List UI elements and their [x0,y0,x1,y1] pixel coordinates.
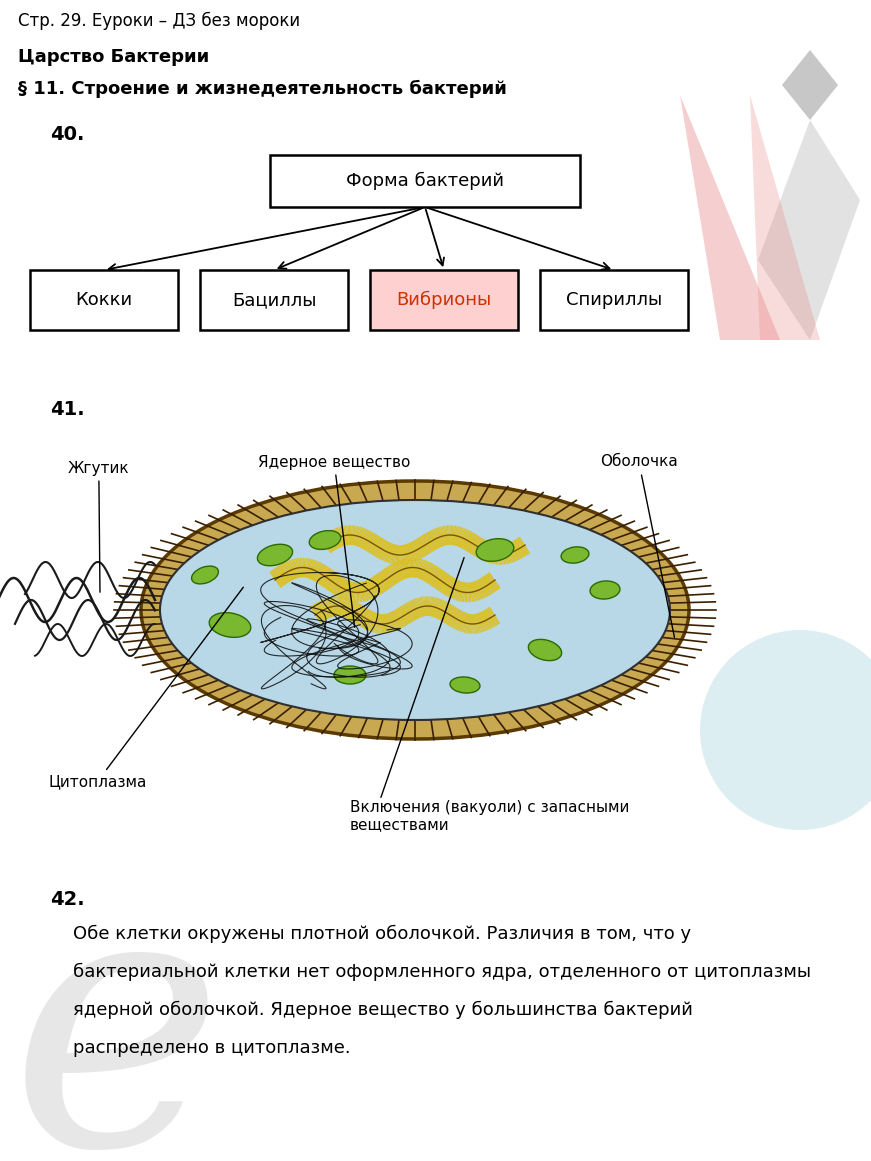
FancyBboxPatch shape [30,271,178,330]
Text: Спириллы: Спириллы [566,291,662,309]
Text: Вибрионы: Вибрионы [396,291,491,309]
Ellipse shape [160,500,670,720]
Ellipse shape [334,666,366,684]
Text: Царство Бактерии: Царство Бактерии [18,48,209,66]
Ellipse shape [209,613,251,637]
Text: Жгутик: Жгутик [68,461,130,592]
Text: Бациллы: Бациллы [232,291,316,309]
Text: распределено в цитоплазме.: распределено в цитоплазме. [50,1039,351,1057]
FancyBboxPatch shape [370,271,518,330]
Text: ядерной оболочкой. Ядерное вещество у большинства бактерий: ядерной оболочкой. Ядерное вещество у бо… [50,1001,692,1019]
Ellipse shape [450,677,480,693]
Text: бактериальной клетки нет оформленного ядра, отделенного от цитоплазмы: бактериальной клетки нет оформленного яд… [50,962,811,981]
Text: Цитоплазма: Цитоплазма [48,587,243,789]
FancyBboxPatch shape [200,271,348,330]
Text: Оболочка: Оболочка [600,454,678,637]
Text: Ядерное вещество: Ядерное вещество [258,454,410,627]
Text: 40.: 40. [50,125,84,144]
Ellipse shape [141,481,689,740]
Polygon shape [750,95,820,340]
FancyBboxPatch shape [540,271,688,330]
Polygon shape [680,95,780,340]
Ellipse shape [258,545,293,565]
Text: e: e [10,870,224,1161]
Polygon shape [782,50,838,120]
Text: Обе клетки окружены плотной оболочкой. Различия в том, что у: Обе клетки окружены плотной оболочкой. Р… [50,925,691,943]
Text: Включения (вакуоли) с запасными
веществами: Включения (вакуоли) с запасными вещества… [350,800,630,832]
Polygon shape [758,120,860,340]
Ellipse shape [192,567,219,584]
Text: 42.: 42. [50,890,84,909]
Ellipse shape [561,547,589,563]
Circle shape [700,630,871,830]
Ellipse shape [476,539,514,561]
Ellipse shape [529,640,562,661]
Text: Форма бактерий: Форма бактерий [346,172,504,190]
FancyBboxPatch shape [270,156,580,207]
Ellipse shape [590,580,620,599]
Text: § 11. Строение и жизнедеятельность бактерий: § 11. Строение и жизнедеятельность бакте… [18,80,507,99]
Text: Кокки: Кокки [76,291,132,309]
Ellipse shape [309,531,341,549]
Text: 41.: 41. [50,401,84,419]
Text: Стр. 29. Еуроки – ДЗ без мороки: Стр. 29. Еуроки – ДЗ без мороки [18,12,300,30]
